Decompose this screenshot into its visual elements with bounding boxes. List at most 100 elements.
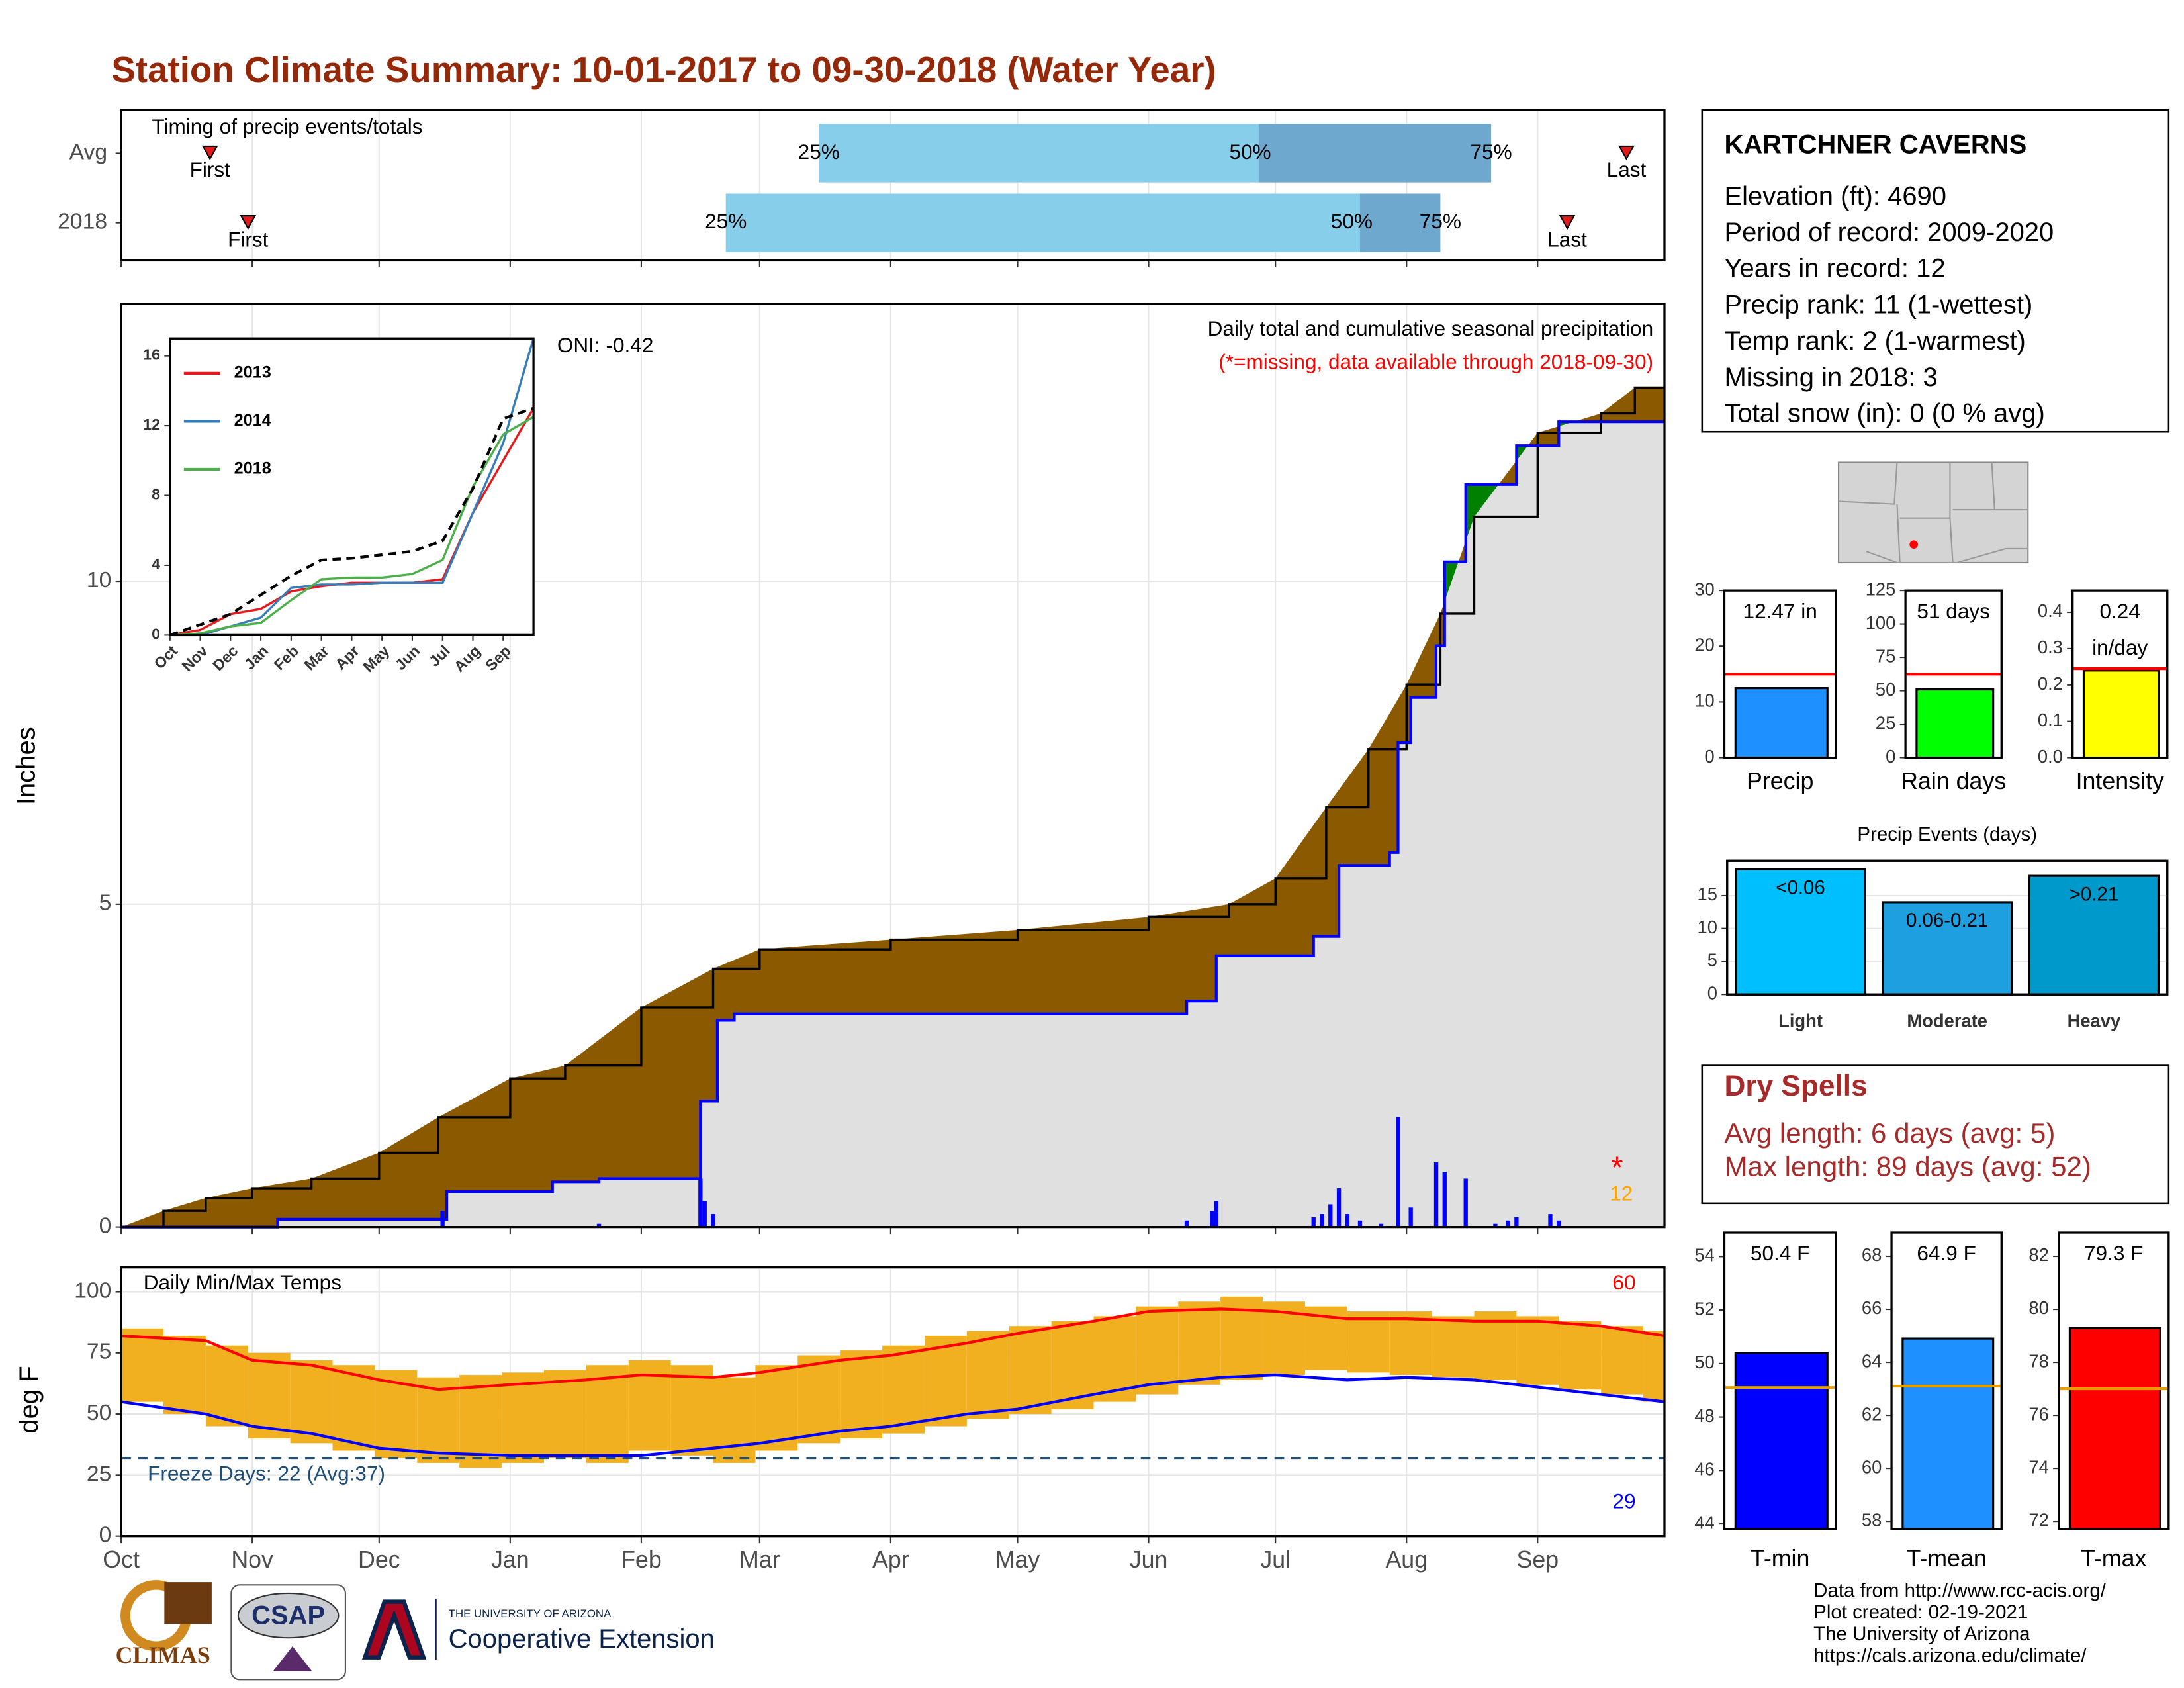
panel-title: Daily total and cumulative seasonal prec…	[1208, 316, 1653, 340]
station-info: Elevation (ft): 4690	[1724, 181, 1946, 211]
x-tick-label: Light	[1778, 1011, 1823, 1031]
category-label: T-mean	[1907, 1545, 1987, 1571]
station-info: Period of record: 2009-2020	[1724, 218, 2054, 247]
panel-subtitle: (*=missing, data available through 2018-…	[1218, 350, 1653, 373]
value-label: 12.47 in	[1743, 599, 1817, 623]
temp-range-bar	[502, 1372, 544, 1463]
legend-label: 2013	[234, 363, 271, 382]
y-tick-label: 0	[1707, 982, 1717, 1003]
daily-bar	[1433, 1162, 1439, 1227]
row-label: Avg	[69, 140, 107, 164]
daily-bar	[1463, 1178, 1468, 1227]
x-tick-label: Nov	[231, 1546, 273, 1573]
average-line	[121, 386, 1664, 1229]
y-tick-label: 5	[99, 891, 112, 915]
station-box	[1701, 109, 2170, 433]
gauge-bar	[2068, 1327, 2161, 1530]
y-tick-label: 25	[1876, 712, 1895, 733]
x-tick-label: Dec	[358, 1546, 400, 1573]
temp-range-bar	[840, 1350, 883, 1439]
y-tick-label: 58	[1862, 1509, 1882, 1530]
station-info: Years in record: 12	[1724, 254, 1945, 283]
temp-range-bar	[882, 1345, 925, 1434]
temp-range-bar	[290, 1360, 333, 1444]
daily-bar	[698, 1178, 703, 1227]
plot-border	[1890, 1231, 2003, 1530]
temp-range-bar	[121, 1328, 163, 1402]
y-tick-label: 4	[152, 555, 160, 573]
station-info: Missing in 2018: 3	[1724, 363, 1937, 392]
map-borders	[1839, 462, 2028, 563]
dry-spells-box	[1701, 1064, 2170, 1205]
min-count: 29	[1612, 1489, 1635, 1513]
y-tick-label: 0.4	[2038, 600, 2063, 621]
plot-border	[1723, 1231, 1837, 1530]
footer-note: The University of Arizona	[1813, 1623, 2030, 1645]
panel-title: Daily Min/Max Temps	[144, 1270, 341, 1294]
temp-range-bar	[1516, 1316, 1559, 1385]
temp-range-bar	[543, 1370, 586, 1458]
temp-range-bar	[713, 1377, 756, 1463]
y-tick-label: 76	[2028, 1403, 2048, 1424]
temp-range-bar	[1178, 1301, 1221, 1385]
x-tick-label: Oct	[103, 1546, 140, 1573]
quartile-bar	[1359, 193, 1441, 252]
temp-range-bar	[1474, 1311, 1517, 1380]
x-tick-label: Jan	[491, 1546, 529, 1573]
y-tick-label: 100	[74, 1278, 111, 1303]
dry-spell-info: Avg length: 6 days (avg: 5)	[1724, 1117, 2055, 1149]
bar-label: >0.21	[2070, 883, 2119, 905]
value-label: 64.9 F	[1917, 1241, 1976, 1265]
map-border	[1866, 547, 2028, 564]
y-tick-label: 78	[2028, 1350, 2048, 1371]
station-info: Temp rank: 2 (1-warmest)	[1724, 326, 2025, 355]
logo-text: CSAP	[251, 1601, 325, 1630]
gauge-bar	[1901, 1337, 1995, 1530]
temp-range-bar	[248, 1352, 291, 1439]
y-tick-label: 0	[152, 626, 160, 643]
temp-range-bar	[163, 1335, 206, 1415]
x-tick-label: Moderate	[1907, 1011, 1987, 1031]
csap-cloud	[237, 1592, 340, 1639]
daily-bar	[1557, 1220, 1561, 1227]
daily-bar	[702, 1201, 707, 1227]
cumulative-line	[121, 420, 1664, 1229]
quartile-label: 50%	[1229, 140, 1271, 164]
y-tick-label: 12	[143, 416, 160, 433]
y-tick-label: 50	[1876, 679, 1895, 700]
y-tick-label: 82	[2028, 1244, 2048, 1265]
daily-bar	[1328, 1204, 1333, 1227]
event-marker	[201, 145, 218, 161]
temp-range-bar	[1559, 1321, 1602, 1390]
temp-range-bar	[755, 1365, 798, 1451]
page-title: Station Climate Summary: 10-01-2017 to 0…	[111, 49, 1216, 90]
daily-bar	[1184, 1220, 1189, 1227]
event-marker	[1559, 215, 1576, 230]
y-axis-label: Inches	[12, 727, 41, 805]
value-label: 79.3 F	[2084, 1241, 2143, 1265]
y-tick-label: 80	[2028, 1297, 2048, 1318]
daily-bar	[1214, 1201, 1218, 1227]
category-label: T-max	[2081, 1545, 2146, 1571]
y-tick-label: 100	[1866, 612, 1896, 633]
y-tick-label: 20	[1694, 634, 1714, 655]
temp-range-bar	[459, 1375, 502, 1468]
daily-bar	[1345, 1214, 1349, 1227]
y-tick-label: 10	[1694, 690, 1714, 711]
y-tick-label: 68	[1862, 1244, 1882, 1265]
value-label: 0.24	[2099, 599, 2140, 623]
logo-text: CLIMAS	[116, 1642, 210, 1668]
x-tick-label: Sep	[1517, 1546, 1559, 1573]
x-tick-label: Heavy	[2068, 1011, 2121, 1031]
value-label: 51 days	[1917, 599, 1990, 623]
gauge-bar	[1734, 687, 1829, 759]
quartile-label: 25%	[798, 140, 840, 164]
footer-note: Plot created: 02-19-2021	[1813, 1601, 2028, 1623]
gauge-bar	[2082, 669, 2160, 759]
footer-note: Data from http://www.rcc-acis.org/	[1813, 1580, 2107, 1602]
temp-range-bar	[797, 1355, 841, 1444]
logos: CLIMAS CSAP THE UNIVERSITY OF ARIZONA Co…	[116, 1579, 715, 1681]
y-tick-label: 0	[1705, 746, 1715, 767]
daily-bar	[1336, 1188, 1342, 1227]
